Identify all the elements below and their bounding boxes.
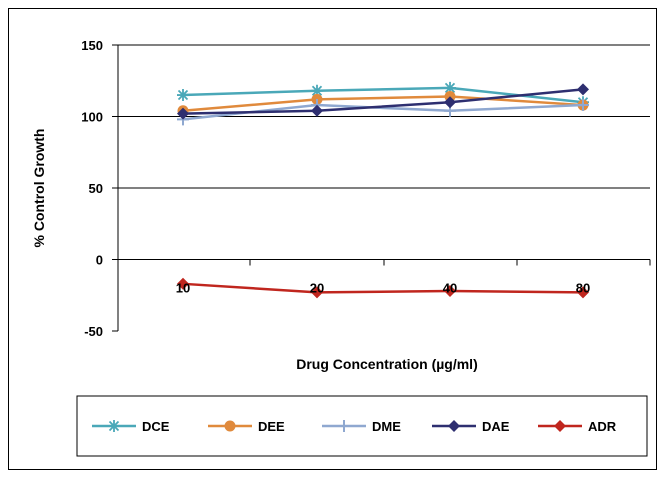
legend-label: DEE	[258, 419, 285, 434]
legend-label: DAE	[482, 419, 510, 434]
chart-frame	[8, 8, 657, 470]
legend-marker	[554, 420, 566, 432]
legend-marker	[338, 420, 350, 432]
data-point-dme	[577, 99, 589, 112]
data-point-adr	[311, 286, 323, 299]
legend-item-adr: ADR	[538, 419, 617, 434]
data-point-dae	[577, 83, 589, 96]
x-tick-label: 10	[176, 281, 190, 296]
legend-label: DME	[372, 419, 401, 434]
data-point-adr	[177, 277, 189, 290]
data-point-dce	[177, 89, 189, 102]
data-point-dce	[444, 81, 456, 94]
legend-item-dme: DME	[322, 419, 401, 434]
y-axis-title: % Control Growth	[31, 129, 47, 248]
data-point-dae	[177, 107, 189, 120]
y-tick-label: -50	[84, 324, 103, 339]
legend-item-dae: DAE	[432, 419, 510, 434]
data-point-dae	[311, 104, 323, 117]
x-tick-label: 80	[576, 281, 590, 296]
data-point-adr	[444, 284, 456, 297]
series-line-dae	[182, 88, 584, 115]
legend: DCE DEE DME DAE ADR	[76, 395, 648, 457]
y-tick-label: 0	[96, 253, 103, 268]
gridlines	[118, 44, 650, 189]
axes	[112, 44, 651, 332]
y-tick-label: 100	[81, 110, 103, 125]
legend-marker	[108, 420, 120, 432]
legend-marker	[224, 420, 236, 432]
legend-label: DCE	[142, 419, 170, 434]
series-adr	[177, 277, 589, 299]
y-tick-label: 150	[81, 38, 103, 53]
y-tick-label: 50	[89, 181, 103, 196]
legend-marker	[448, 420, 460, 432]
series-line-adr	[182, 282, 584, 294]
legend-label: ADR	[588, 419, 617, 434]
x-axis-title: Drug Concentration (µg/ml)	[296, 356, 478, 372]
series-line-dee	[182, 95, 584, 113]
data-point-dce	[311, 84, 323, 97]
data-point-adr	[577, 286, 589, 299]
data-point-dae	[444, 96, 456, 109]
legend-item-dce: DCE	[92, 419, 170, 434]
x-tick-label: 20	[310, 281, 324, 296]
series-lines	[177, 81, 589, 299]
tick-labels: 150 100 50 0 -50 10 20 40 80	[81, 38, 590, 339]
x-tick-label: 40	[443, 281, 457, 296]
legend-item-dee: DEE	[208, 419, 285, 434]
series-dae	[177, 83, 589, 120]
